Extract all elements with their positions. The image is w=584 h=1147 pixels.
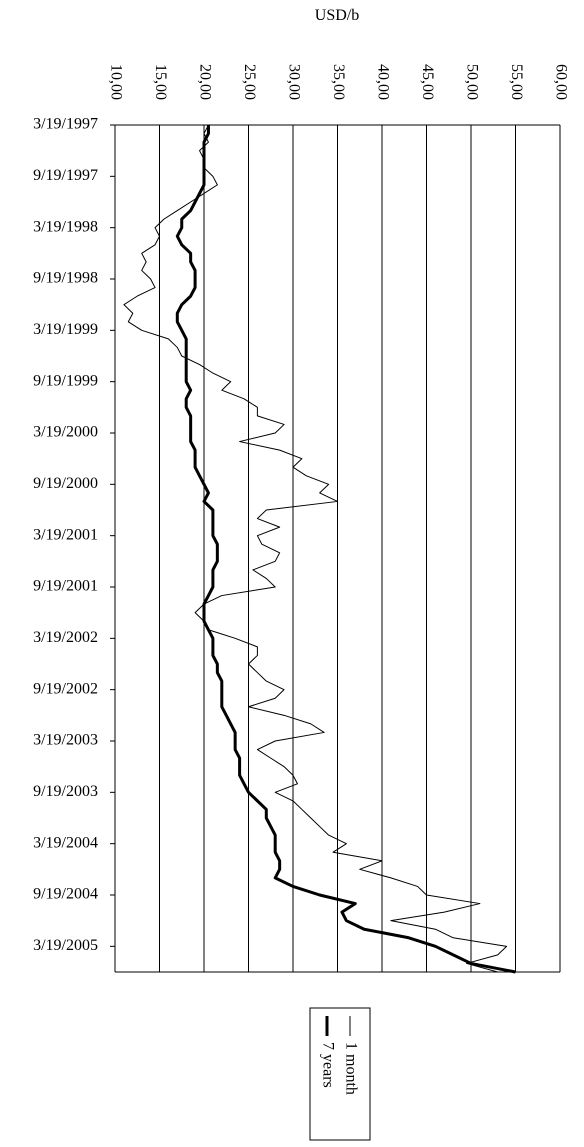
x-tick-label: 3/19/2005 [33, 937, 98, 954]
y-tick-label: 60,00 [552, 64, 569, 100]
x-tick-label: 9/19/2002 [33, 680, 98, 697]
x-tick-label: 3/19/2003 [33, 732, 98, 749]
y-tick-label: 45,00 [419, 64, 436, 100]
legend-box [309, 1007, 371, 1141]
x-tick-label: 3/19/2001 [33, 526, 98, 543]
y-tick-label: 35,00 [330, 64, 347, 100]
x-tick-label: 9/19/1998 [33, 270, 98, 287]
axis-title: USD/b [315, 7, 359, 24]
x-tick-label: 3/19/2002 [33, 629, 98, 646]
x-tick-label: 3/19/1999 [33, 321, 98, 338]
series-line [175, 125, 516, 974]
y-tick-label: 20,00 [196, 64, 213, 100]
y-tick-label: 55,00 [508, 64, 525, 100]
x-tick-label: 9/19/2000 [33, 475, 98, 492]
legend-label: 1 month [342, 1042, 359, 1095]
legend-label: 7 years [319, 1042, 336, 1088]
y-tick-label: 30,00 [285, 64, 302, 100]
x-tick-label: 3/19/1997 [33, 116, 98, 133]
y-tick-label: 50,00 [463, 64, 480, 100]
x-tick-label: 9/19/2001 [33, 578, 98, 595]
x-tick-label: 9/19/1999 [33, 372, 98, 389]
x-tick-label: 9/19/1997 [33, 167, 98, 184]
y-tick-label: 10,00 [107, 64, 124, 100]
x-tick-label: 3/19/2004 [33, 834, 98, 851]
series-line [123, 124, 508, 973]
x-tick-label: 3/19/2000 [33, 424, 98, 441]
y-tick-label: 25,00 [241, 64, 258, 100]
y-tick-label: 15,00 [152, 64, 169, 100]
x-tick-label: 9/19/2003 [33, 783, 98, 800]
y-tick-label: 40,00 [374, 64, 391, 100]
x-tick-label: 3/19/1998 [33, 218, 98, 235]
x-tick-label: 9/19/2004 [33, 886, 98, 903]
